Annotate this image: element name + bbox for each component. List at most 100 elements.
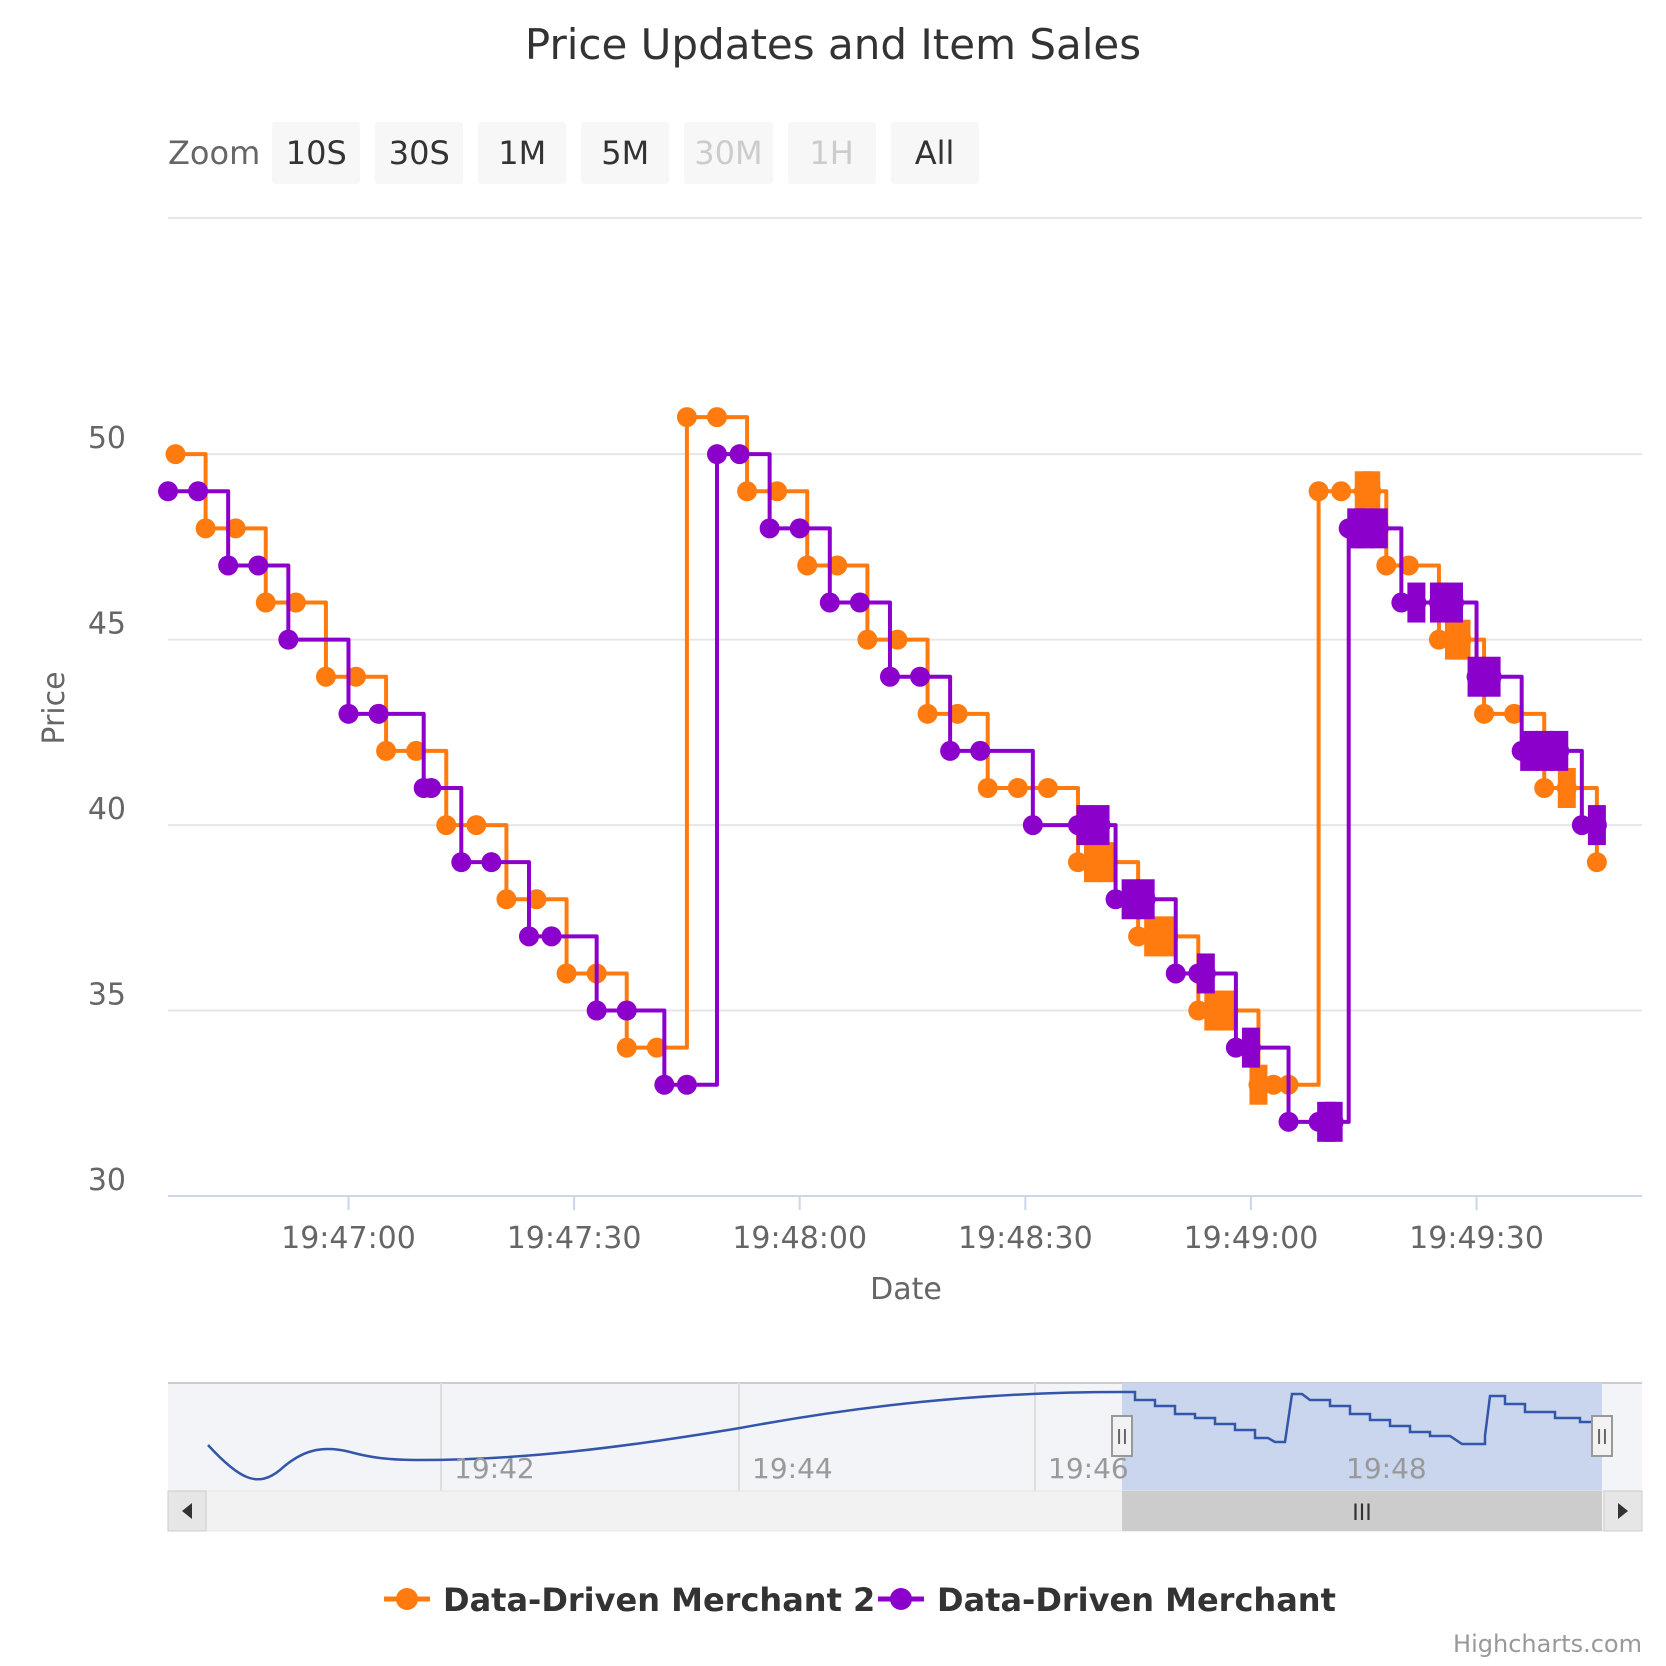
zoom-5m-button[interactable]: 5M [581,122,670,184]
sale-marker [1324,1101,1343,1142]
series-point [1067,852,1088,873]
x-tick-label: 19:48:00 [732,1221,867,1256]
series-point [1225,1037,1246,1058]
legend-item-merchant[interactable]: Data-Driven Merchant [878,1581,1336,1619]
series-point [496,889,517,910]
scrollbar[interactable]: III [167,1490,1643,1532]
navigator-series-line [1122,1390,1602,1446]
navigator-left-handle[interactable]: II [1111,1415,1133,1457]
navigator-selected-range[interactable] [1122,1383,1602,1491]
scrollbar-grip: III [1352,1501,1371,1526]
series-point [1263,1074,1284,1095]
x-axis-label: Date [870,1272,942,1307]
zoom-all-button[interactable]: All [890,122,979,184]
series-point [947,703,968,724]
zoom-1m-button[interactable]: 1M [478,122,567,184]
series-point [451,852,472,873]
legend-label: Data-Driven Merchant [937,1581,1336,1619]
series-point [910,666,931,687]
zoom-30s-button[interactable]: 30S [375,122,464,184]
navigator-left-handle-box[interactable] [1111,1415,1133,1457]
plot-area[interactable] [158,407,1607,1142]
series-point [676,407,697,428]
y-axis-ticks: 30 35 40 45 50 [88,421,126,1198]
sale-marker [1354,508,1373,549]
series-point [1007,778,1028,798]
series-point [767,481,788,502]
series-point [518,926,539,947]
legend-item-merchant-2[interactable]: Data-Driven Merchant 2 [384,1581,875,1619]
series-point [436,815,457,836]
navigator-left-handle-grip: II [1116,1425,1128,1449]
series-point [759,518,780,539]
navigator-right-handle[interactable]: II [1591,1415,1613,1457]
zoom-10s-button[interactable]: 10S [272,122,361,184]
x-tick-label: 19:47:00 [281,1221,416,1256]
series-point [940,740,961,761]
sale-marker [1369,508,1388,549]
legend-marker-icon [890,1588,912,1610]
sale-marker [1249,1064,1268,1105]
x-axis-ticks: 19:47:00 19:47:30 19:48:00 19:48:30 19:49:00… [281,1196,1544,1256]
series-point [879,666,900,687]
series-point [1105,889,1126,910]
credits-link[interactable]: Highcharts.com [1453,1630,1642,1658]
series-point [819,592,840,613]
series-point [737,481,758,502]
x-tick-label: 19:47:30 [507,1221,642,1256]
sale-marker [1076,805,1095,846]
series-point [406,740,427,761]
series-point [1376,555,1397,576]
series-point [1128,926,1149,947]
sale-marker [1467,656,1486,697]
series-point [556,963,577,984]
navigator-tick-label: 19:44 [752,1452,833,1485]
navigator-tick-label: 19:48 [1346,1452,1427,1485]
x-tick-label: 19:48:30 [958,1221,1093,1256]
series-point [466,815,487,836]
series-point [1504,703,1525,724]
series-point [1398,555,1419,576]
sale-marker [1084,842,1103,883]
series-point [346,666,367,687]
series-point [541,926,562,947]
sale-marker [1099,842,1118,883]
sale-marker [1444,582,1463,623]
series-point [616,1000,637,1021]
series-point [1428,629,1449,650]
series-point [368,703,389,724]
series-point [729,444,750,465]
series-point [285,592,306,613]
series-point [315,666,336,687]
x-tick-label: 19:49:00 [1184,1221,1319,1256]
navigator-right-handle-box[interactable] [1591,1415,1613,1457]
range-selector: Zoom 10S 30S 1M 5M 30M 1H All [168,122,994,184]
series-point [827,555,848,576]
series-point [188,481,209,502]
sale-marker [1196,953,1215,994]
series-point [278,629,299,650]
navigator-right-handle-grip: II [1596,1425,1608,1449]
y-tick-label: 50 [88,421,126,456]
series-point [706,407,727,428]
zoom-30m-button: 30M [684,122,773,184]
sale-marker [1219,990,1238,1031]
series-point [481,852,502,873]
series-point [1037,778,1058,798]
navigator-tick-label: 19:46 [1048,1452,1129,1485]
series-point [1022,815,1043,836]
series-point [376,740,397,761]
scrollbar-thumb[interactable] [1122,1491,1602,1531]
series-point [887,629,908,650]
sale-marker [1362,471,1381,512]
sale-marker [1429,582,1448,623]
series-point [225,518,246,539]
sale-marker [1407,582,1426,623]
sale-marker [1091,805,1110,846]
sale-marker [1482,656,1501,697]
navigator[interactable]: 19:42 19:44 19:46 19:48 II II [168,1382,1642,1491]
series-point [857,629,878,650]
series-point [1474,703,1495,724]
series-point [526,889,547,910]
